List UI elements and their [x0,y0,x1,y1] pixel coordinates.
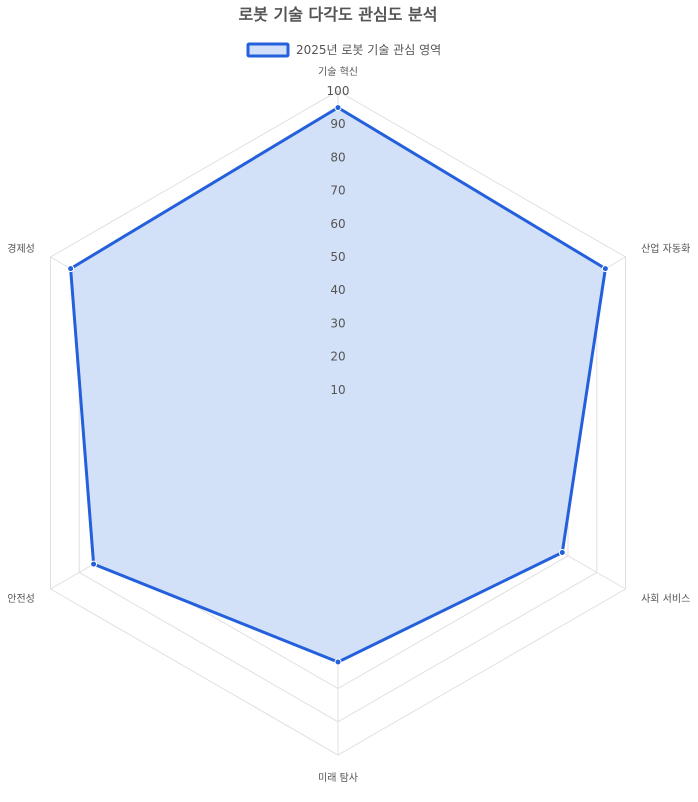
data-point[interactable] [601,265,609,273]
data-point[interactable] [334,104,342,112]
axis-point-label: 미래 탐사 [318,772,358,784]
radial-tick-label: 100 [327,84,350,98]
radial-tick-label: 90 [330,117,345,131]
radial-tick-label: 40 [330,283,345,297]
axis-point-label: 사회 서비스 [641,593,690,605]
radial-tick-label: 70 [330,184,345,198]
radial-tick-label: 30 [330,316,345,330]
radial-tick-label: 50 [330,250,345,264]
axis-point-label: 경제성 [7,242,35,255]
radial-tick-labels: 10 20 30 40 50 60 70 80 90 100 [327,84,350,397]
axis-point-label: 산업 자동화 [641,242,690,255]
radial-tick-label: 10 [330,383,345,397]
data-point[interactable] [67,265,75,273]
data-point[interactable] [558,548,566,556]
radar-series [67,104,609,666]
radial-tick-label: 60 [330,217,345,231]
legend-label: 2025년 로봇 기술 관심 영역 [296,43,441,57]
axis-point-label: 안전성 [7,593,35,605]
chart-title: 로봇 기술 다각도 관심도 분석 [239,5,438,24]
radial-tick-label: 20 [330,350,345,364]
radial-tick-label: 80 [330,150,345,164]
data-point[interactable] [334,658,342,666]
legend[interactable]: 2025년 로봇 기술 관심 영역 [246,42,441,58]
data-point[interactable] [90,560,98,568]
axis-point-label: 기술 혁신 [318,66,358,78]
legend-swatch [246,42,290,58]
